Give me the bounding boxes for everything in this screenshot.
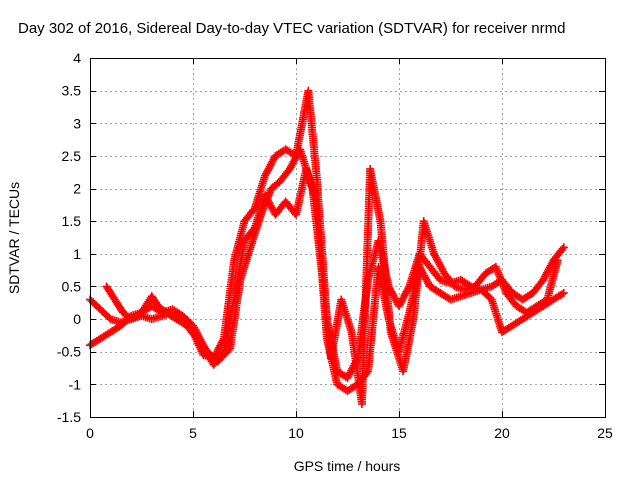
data-point xyxy=(553,256,562,265)
y-tick-label: -1.5 xyxy=(57,409,81,425)
y-tick-label: 1.5 xyxy=(62,213,82,229)
x-tick-label: 0 xyxy=(86,425,94,441)
data-point xyxy=(558,244,567,253)
y-tick-label: 3 xyxy=(73,115,81,131)
y-tick-label: 3.5 xyxy=(62,83,82,99)
x-tick-label: 10 xyxy=(288,425,304,441)
plot-frame xyxy=(90,58,606,418)
data-points xyxy=(86,86,568,408)
x-axis-label: GPS time / hours xyxy=(294,458,401,474)
chart-title: Day 302 of 2016, Sidereal Day-to-day VTE… xyxy=(18,20,565,37)
y-axis-label: SDTVAR / TECUs xyxy=(6,182,22,294)
x-tick-label: 15 xyxy=(391,425,407,441)
gridlines xyxy=(90,58,605,417)
y-tick-label: 2 xyxy=(73,181,81,197)
data-point xyxy=(224,345,233,354)
y-tick-label: 0.5 xyxy=(62,278,82,294)
y-tick-label: 4 xyxy=(73,50,81,66)
y-tick-label: -0.5 xyxy=(57,344,81,360)
y-tick-label: 2.5 xyxy=(62,148,82,164)
x-tick-label: 20 xyxy=(494,425,510,441)
x-tick-label: 25 xyxy=(597,425,613,441)
x-tick-label: 5 xyxy=(189,425,197,441)
y-tick-label: 1 xyxy=(73,246,81,262)
data-point xyxy=(559,243,568,252)
y-tick-label: -1 xyxy=(69,376,82,392)
data-point xyxy=(558,290,567,299)
y-tick-label: 0 xyxy=(73,311,81,327)
data-point xyxy=(559,288,568,297)
